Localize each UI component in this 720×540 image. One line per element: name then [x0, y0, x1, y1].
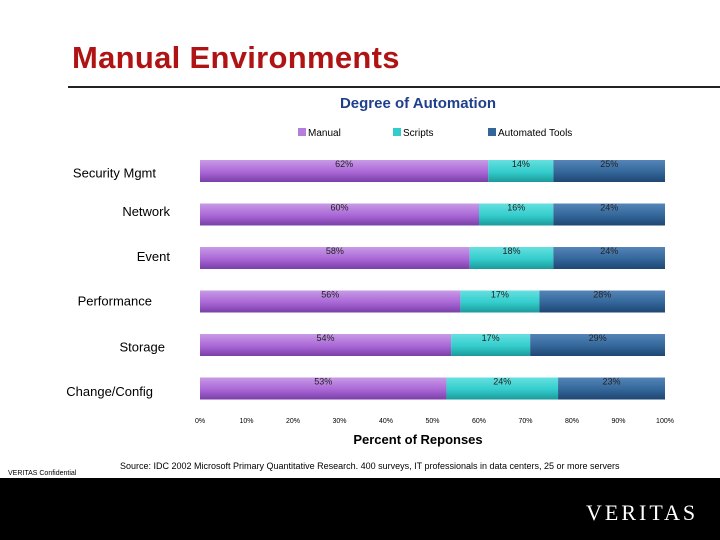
data-label: 17%: [491, 290, 509, 300]
chart-title: Degree of Automation: [340, 95, 496, 112]
data-label: 18%: [503, 246, 521, 256]
legend-label-manual: Manual: [308, 128, 341, 139]
bar-automated-tools: [530, 334, 665, 356]
data-label: 62%: [335, 159, 353, 169]
data-label: 24%: [600, 203, 618, 213]
data-label: 23%: [603, 377, 621, 387]
bar-scripts: [488, 160, 554, 182]
bar-scripts: [451, 334, 531, 356]
data-label: 54%: [317, 333, 335, 343]
bar-scripts: [469, 247, 554, 269]
title-rule: [68, 86, 720, 88]
category-label: Security Mgmt: [73, 165, 156, 180]
legend-label-automated-tools: Automated Tools: [498, 128, 572, 139]
legend-swatch-automated-tools: [488, 128, 496, 136]
data-label: 60%: [330, 203, 348, 213]
bar-automated-tools: [553, 203, 665, 226]
data-label: 28%: [593, 290, 611, 300]
bar-scripts: [446, 377, 559, 400]
x-tick-label: 40%: [379, 418, 393, 425]
x-tick-label: 80%: [565, 418, 579, 425]
legend-swatch-manual: [298, 128, 306, 136]
category-label: Event: [137, 249, 171, 264]
x-tick-label: 60%: [472, 418, 486, 425]
bars: 62% 14% 25% 60% 16% 24% 58% 18% 24% 56% 17% 28% 54% 1…: [200, 159, 665, 400]
data-label: 24%: [493, 377, 511, 387]
x-tick-label: 10%: [239, 418, 253, 425]
data-label: 14%: [512, 159, 530, 169]
x-tick-label: 50%: [425, 418, 439, 425]
x-axis-label: Percent of Reponses: [353, 432, 482, 447]
stacked-bar-chart: Degree of Automation Manual Scripts Automa…: [66, 95, 674, 447]
bar-scripts: [460, 290, 540, 313]
category-label: Performance: [78, 294, 152, 309]
bar-scripts: [479, 203, 554, 226]
data-label: 56%: [321, 290, 339, 300]
data-label: 53%: [314, 377, 332, 387]
bar-automated-tools: [539, 290, 665, 313]
confidential-label: VERITAS Confidential: [6, 470, 79, 477]
x-tick-label: 0%: [195, 418, 205, 425]
data-label: 17%: [482, 333, 500, 343]
bar-automated-tools: [558, 377, 665, 400]
x-tick-label: 30%: [332, 418, 346, 425]
category-label: Network: [122, 204, 170, 219]
x-tick-label: 90%: [611, 418, 625, 425]
bar-manual: [200, 290, 461, 313]
bar-manual: [200, 377, 447, 400]
data-label: 58%: [326, 246, 344, 256]
footer-band: [0, 478, 720, 540]
x-tick-label: 20%: [286, 418, 300, 425]
data-label: 29%: [589, 333, 607, 343]
bar-automated-tools: [553, 160, 665, 182]
bar-manual: [200, 247, 470, 269]
bar-manual: [200, 160, 489, 182]
x-tick-label: 70%: [518, 418, 532, 425]
slide-title: Manual Environments: [72, 40, 400, 75]
data-label: 25%: [600, 159, 618, 169]
veritas-logo: VERITAS: [586, 500, 699, 525]
chart-legend: Manual Scripts Automated Tools: [298, 128, 572, 139]
x-axis-ticks: 0% 10% 20% 30% 40% 50% 60% 70% 80% 90% 100%: [195, 418, 674, 425]
bar-automated-tools: [553, 247, 665, 269]
bar-manual: [200, 334, 452, 356]
category-label: Change/Config: [66, 384, 153, 399]
category-label: Storage: [119, 339, 165, 354]
legend-swatch-scripts: [393, 128, 401, 136]
x-tick-label: 100%: [656, 418, 674, 425]
bar-manual: [200, 203, 479, 226]
category-labels: Security Mgmt Network Event Performance Stor…: [66, 165, 170, 399]
source-note: Source: IDC 2002 Microsoft Primary Quant…: [120, 461, 620, 471]
data-label: 16%: [507, 203, 525, 213]
legend-label-scripts: Scripts: [403, 128, 434, 139]
data-label: 24%: [600, 246, 618, 256]
